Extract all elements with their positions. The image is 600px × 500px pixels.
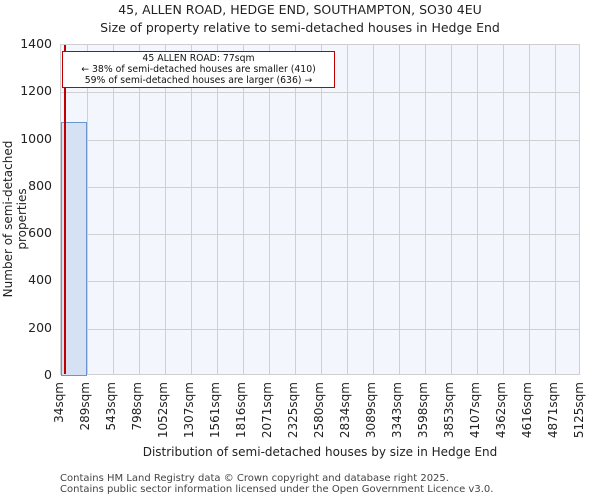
grid-line-vertical [477,45,478,374]
grid-line-vertical [139,45,140,374]
x-tick-label: 5125sqm [572,382,586,439]
grid-line-horizontal [61,234,579,236]
grid-line-horizontal [61,92,579,94]
x-axis-label: Distribution of semi-detached houses by … [142,445,498,459]
grid-line-vertical [529,45,530,374]
x-tick-label: 289sqm [78,382,92,431]
x-tick-label: 3853sqm [442,382,456,439]
x-tick-label: 34sqm [52,382,66,423]
x-tick-label: 1307sqm [182,382,196,439]
property-marker-line [64,45,67,374]
grid-line-vertical [555,45,556,374]
y-tick-label: 600 [28,225,52,241]
y-tick-label: 400 [28,272,52,288]
y-tick-label: 1400 [20,36,52,51]
grid-line-vertical [243,45,244,374]
grid-line-vertical [165,45,166,374]
annotation-smaller: ← 38% of semi-detached houses are smalle… [81,64,316,75]
grid-line-vertical [87,45,88,374]
x-tick-label: 798sqm [130,382,144,431]
x-tick-label: 2834sqm [338,382,352,439]
x-tick-label: 2580sqm [312,382,326,439]
grid-line-vertical [373,45,374,374]
grid-line-vertical [295,45,296,374]
x-tick-label: 4616sqm [520,382,534,439]
x-tick-label: 1052sqm [156,382,170,439]
y-tick-label: 800 [28,177,52,193]
y-tick-label: 0 [44,367,52,382]
grid-line-horizontal [61,186,579,188]
y-tick-label: 1200 [20,83,52,99]
y-axis-label: Number of semi-detached properties [1,140,29,298]
y-tick-label: 200 [28,319,52,335]
x-tick-label: 3089sqm [364,382,378,439]
grid-line-vertical [269,45,270,374]
x-tick-label: 543sqm [104,382,118,431]
x-tick-label: 1816sqm [234,382,248,439]
chart-title: 45, ALLEN ROAD, HEDGE END, SOUTHAMPTON, … [118,2,482,17]
grid-line-vertical [217,45,218,374]
grid-line-vertical [425,45,426,374]
grid-line-vertical [399,45,400,374]
property-annotation: 45 ALLEN ROAD: 77sqm ← 38% of semi-detac… [62,51,335,88]
footer-licence: Contains public sector information licen… [60,484,494,495]
chart-subtitle: Size of property relative to semi-detach… [100,20,500,35]
plot-area [60,44,580,376]
grid-line-vertical [451,45,452,374]
footer-copyright: Contains HM Land Registry data © Crown c… [60,473,449,484]
x-tick-label: 4871sqm [546,382,560,439]
x-tick-label: 3598sqm [416,382,430,439]
grid-line-horizontal [61,139,579,141]
x-tick-label: 3343sqm [390,382,404,439]
x-tick-label: 1561sqm [208,382,222,439]
grid-line-vertical [503,45,504,374]
grid-line-vertical [347,45,348,374]
grid-line-horizontal [61,328,579,330]
annotation-larger: 59% of semi-detached houses are larger (… [84,75,313,86]
grid-line-vertical [113,45,114,374]
x-tick-label: 4362sqm [494,382,508,439]
x-tick-label: 2325sqm [286,382,300,439]
annotation-title: 45 ALLEN ROAD: 77sqm [142,53,255,64]
grid-line-vertical [191,45,192,374]
grid-line-horizontal [61,281,579,283]
grid-line-vertical [321,45,322,374]
x-tick-label: 2071sqm [260,382,274,439]
y-tick-label: 1000 [20,130,52,146]
x-tick-label: 4107sqm [468,382,482,439]
